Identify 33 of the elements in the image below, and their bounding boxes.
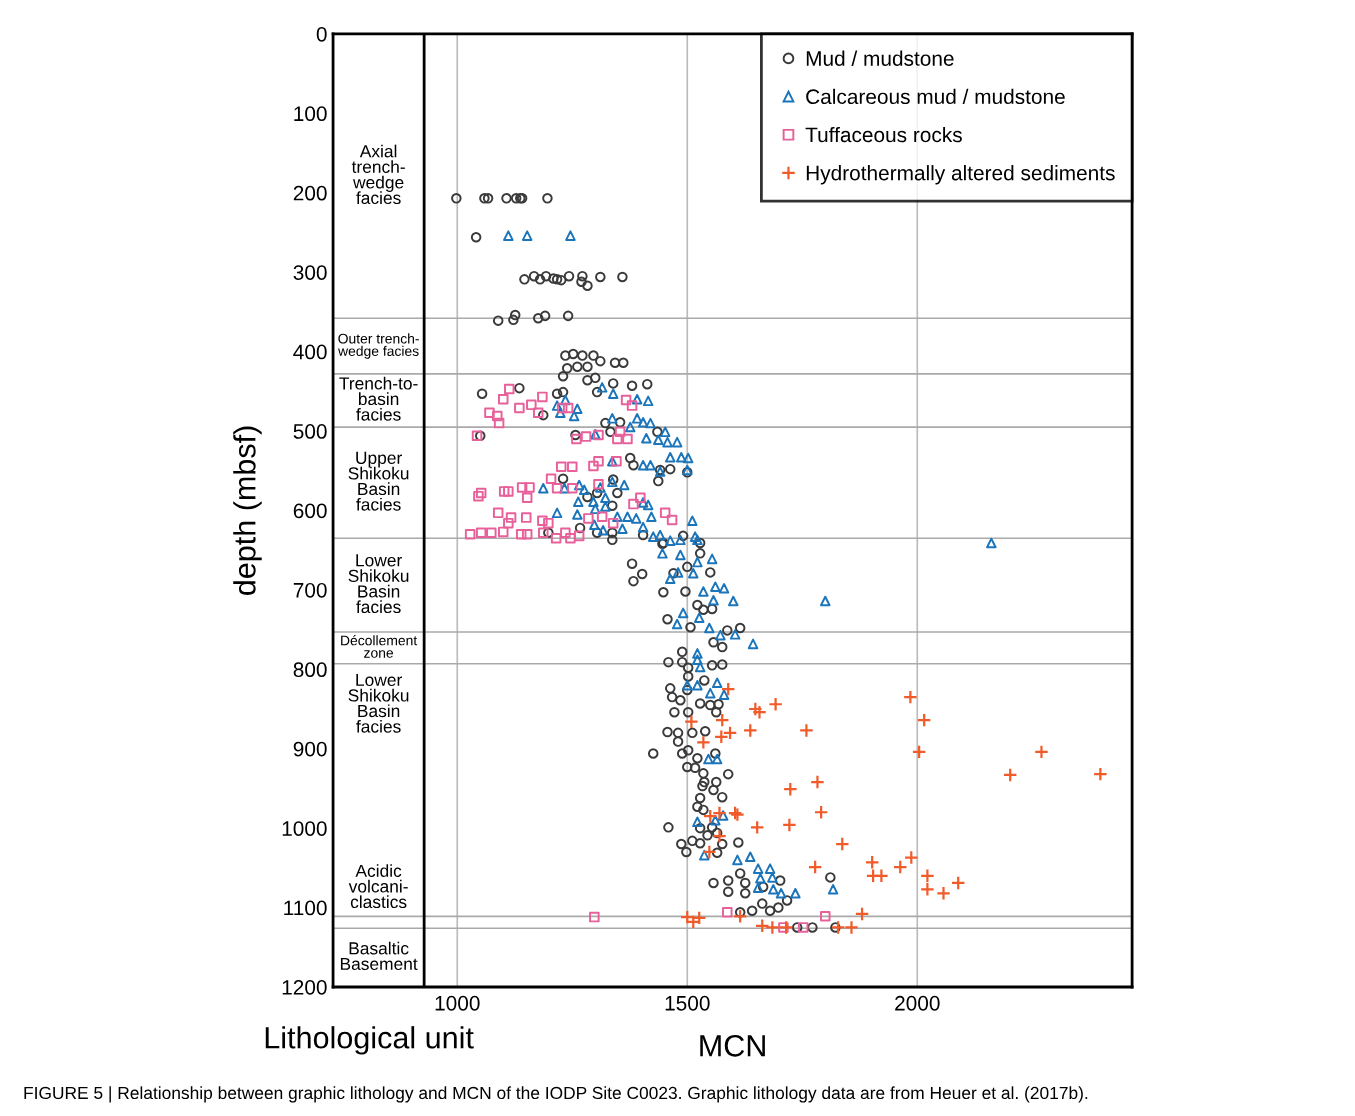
legend-label: Hydrothermally altered sediments [806, 165, 1115, 185]
y-tick-label: 200 [293, 185, 327, 201]
ref-line-label: Outer trench- wedge facies [338, 333, 419, 359]
ref-line-label: Upper Shikoku Basin facies [348, 451, 409, 511]
ref-line-label: Acidic volcani- clastics [348, 864, 408, 909]
y-tick-label: 700 [293, 582, 327, 598]
x-axis-title: MCN [700, 1035, 765, 1057]
caption: FIGURE 5 | Relationship between graphic lithology and MCN of the IODP Site C0023. Graphic lithology data are from Heuer et al. (2017b). [24, 1086, 1088, 1103]
y-tick-label: 100 [294, 106, 327, 122]
y-tick-label: 300 [293, 265, 327, 280]
ref-line-label: Trench-to- basin facies [339, 376, 418, 421]
y-tick-label: 1200 [282, 979, 327, 995]
annotation: Axial trench- wedge facies [351, 144, 405, 205]
x-tick-label: 2000 [895, 995, 940, 1011]
y-tick-label: 0 [316, 26, 327, 42]
legend-label: Mud / mudstone [806, 50, 954, 66]
y-tick-label: 1000 [282, 821, 327, 836]
y-tick-label: 500 [293, 424, 327, 439]
x-tick-label: 1500 [665, 995, 710, 1011]
y-tick-label: 1100 [284, 900, 327, 916]
ref-line-label: Lower Shikoku Basin facies [348, 554, 409, 614]
x-tick-label: 1000 [435, 995, 480, 1011]
ref-line-label: Décollement zone [341, 635, 418, 658]
y-axis-title: depth (mbsf) [233, 426, 262, 595]
ref-line-label: Lower Shikoku Basin facies [348, 673, 409, 733]
y-tick-label: 900 [293, 741, 327, 757]
y-tick-label: 600 [293, 503, 327, 519]
text: Lithological unit [265, 1026, 474, 1055]
legend-label: Tuffaceous rocks [805, 126, 962, 143]
y-tick-label: 800 [293, 662, 327, 678]
y-tick-label: 400 [293, 344, 327, 360]
legend-label: Calcareous mud / mudstone [806, 88, 1065, 105]
ref-line-label: Basaltic Basement [340, 941, 418, 971]
